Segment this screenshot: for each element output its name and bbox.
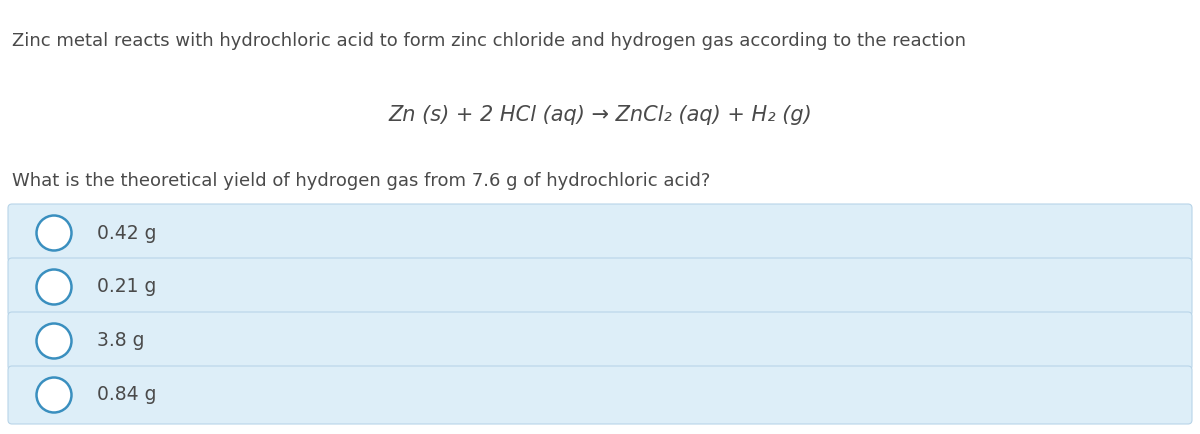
Text: Zinc metal reacts with hydrochloric acid to form zinc chloride and hydrogen gas : Zinc metal reacts with hydrochloric acid…: [12, 32, 966, 50]
FancyBboxPatch shape: [8, 312, 1192, 370]
Circle shape: [36, 270, 72, 305]
FancyBboxPatch shape: [8, 258, 1192, 316]
FancyBboxPatch shape: [8, 204, 1192, 262]
Text: 3.8 g: 3.8 g: [96, 332, 144, 351]
Text: 0.42 g: 0.42 g: [96, 224, 156, 243]
Text: 0.84 g: 0.84 g: [96, 385, 156, 404]
Text: Zn (s) + 2 HCl (aq) → ZnCl₂ (aq) + H₂ (g): Zn (s) + 2 HCl (aq) → ZnCl₂ (aq) + H₂ (g…: [388, 105, 812, 125]
Text: What is the theoretical yield of hydrogen gas from 7.6 g of hydrochloric acid?: What is the theoretical yield of hydroge…: [12, 172, 710, 190]
FancyBboxPatch shape: [8, 366, 1192, 424]
Circle shape: [36, 378, 72, 412]
Circle shape: [36, 323, 72, 358]
Circle shape: [36, 216, 72, 250]
Text: 0.21 g: 0.21 g: [96, 277, 156, 296]
